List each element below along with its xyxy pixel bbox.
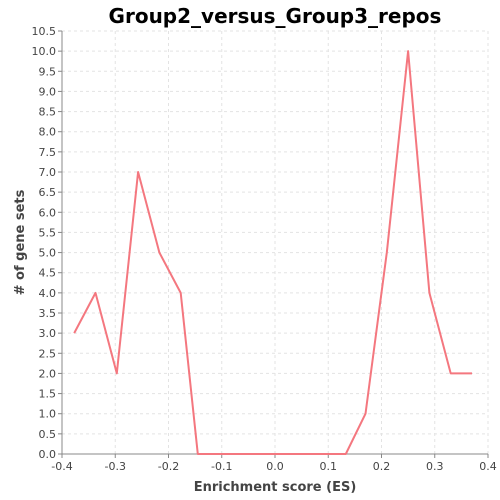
- y-tick-label: 5.5: [39, 226, 57, 239]
- y-tick-label: 0.5: [39, 428, 57, 441]
- y-tick-label: 2.0: [39, 367, 57, 380]
- y-tick-label: 4.5: [39, 267, 57, 280]
- y-tick-label: 8.0: [39, 126, 57, 139]
- y-tick-label: 7.0: [39, 166, 57, 179]
- y-tick-label: 1.5: [39, 388, 57, 401]
- x-tick-label: 0.3: [426, 460, 444, 473]
- y-tick-label: 7.5: [39, 146, 57, 159]
- y-tick-label: 0.0: [39, 448, 57, 461]
- x-tick-label: 0.2: [373, 460, 391, 473]
- y-tick-label: 9.0: [39, 85, 57, 98]
- y-tick-label: 8.5: [39, 106, 57, 119]
- series-layer: [73, 50, 472, 455]
- series-line: [73, 50, 472, 455]
- y-tick-label: 1.0: [39, 408, 57, 421]
- y-tick-label: 4.0: [39, 287, 57, 300]
- x-tick-label: -0.1: [211, 460, 232, 473]
- y-tick-label: 10.5: [32, 25, 57, 38]
- y-tick-label: 5.0: [39, 247, 57, 260]
- tick-labels: 0.0 0.5 1.0 1.5 2.0 2.5 3.0 3.5 4.0 4.5 5.0 5.5 6.0 6…: [32, 25, 497, 473]
- y-tick-label: 3.5: [39, 307, 57, 320]
- y-tick-label: 6.0: [39, 206, 57, 219]
- x-tick-label: -0.4: [51, 460, 72, 473]
- x-tick-label: 0.1: [320, 460, 338, 473]
- y-tick-label: 2.5: [39, 347, 57, 360]
- y-tick-label: 10.0: [32, 45, 57, 58]
- y-axis-title: # of gene sets: [13, 189, 28, 295]
- chart-title: Group2_versus_Group3_repos: [108, 4, 442, 28]
- y-tick-label: 9.5: [39, 65, 57, 78]
- y-tick-label: 3.0: [39, 327, 57, 340]
- x-axis-title: Enrichment score (ES): [194, 480, 357, 495]
- y-tick-label: 6.5: [39, 186, 57, 199]
- x-tick-label: -0.2: [158, 460, 179, 473]
- x-tick-label: -0.3: [105, 460, 126, 473]
- x-tick-label: 0.0: [266, 460, 284, 473]
- x-tick-label: 0.4: [479, 460, 497, 473]
